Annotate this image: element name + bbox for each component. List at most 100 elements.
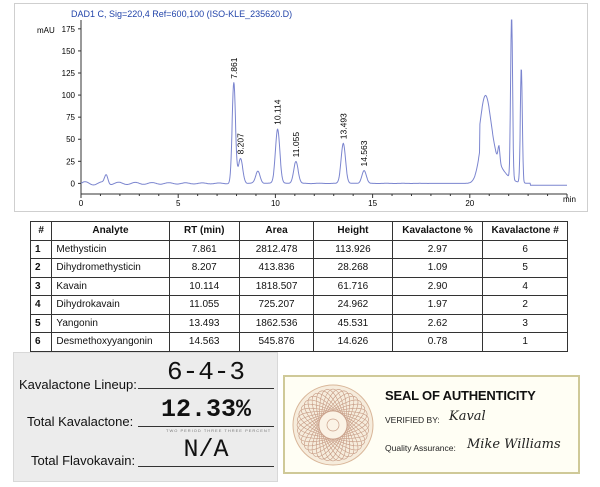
table-cell: 1.97 <box>391 295 484 315</box>
col-header-kavalactone-pct: Kavalactone % <box>391 221 484 241</box>
y-tick-label: 150 <box>62 47 76 56</box>
y-axis-label: mAU <box>37 26 55 35</box>
y-tick-label: 0 <box>71 179 76 188</box>
table-cell: 14.563 <box>168 332 240 352</box>
peak-label: 10.114 <box>273 99 283 125</box>
table-cell: 2.97 <box>391 239 484 259</box>
table-row: 1 Methysticin 7.861 2812.478 113.926 2.97 6 <box>29 239 568 259</box>
total-kavalactone-value: 12.33% <box>160 395 251 424</box>
table-cell: 11.055 <box>168 295 240 315</box>
table-cell: 545.876 <box>238 332 315 352</box>
table-cell: 6 <box>482 239 568 259</box>
table-cell: 3 <box>29 276 53 296</box>
table-cell: 0.78 <box>391 332 484 352</box>
table-cell: 1818.507 <box>238 276 315 296</box>
col-header-height: Height <box>313 221 393 241</box>
table-cell: 13.493 <box>168 313 240 333</box>
table-cell: Methysticin <box>51 239 170 259</box>
x-axis-label: min <box>563 195 576 204</box>
seal-title: SEAL OF AUTHENTICITY <box>385 388 536 403</box>
results-table-wrapper: # Analyte RT (min) Area Height Kavalacto… <box>29 221 568 352</box>
table-cell: 2 <box>482 295 568 315</box>
chart-title: DAD1 C, Sig=220,4 Ref=600,100 (ISO-KLE_2… <box>71 9 292 19</box>
chromatogram-chart: DAD1 C, Sig=220,4 Ref=600,100 (ISO-KLE_2… <box>37 9 576 208</box>
verified-by-label: VERIFIED BY: <box>385 415 440 425</box>
chromatogram-panel: DAD1 C, Sig=220,4 Ref=600,100 (ISO-KLE_2… <box>14 3 588 212</box>
table-cell: 6 <box>29 332 53 352</box>
summary-panel: Kavalactone Lineup: 6-4-3 Total Kavalact… <box>13 352 278 482</box>
flavokavain-value: N/A <box>183 435 229 464</box>
verified-signature: Kaval <box>449 409 486 424</box>
x-tick-label: 15 <box>368 199 377 208</box>
flavokavain-label: Total Flavokavain: <box>31 453 136 468</box>
table-header-row: # Analyte RT (min) Area Height Kavalacto… <box>29 221 568 241</box>
table-cell: 24.962 <box>313 295 393 315</box>
table-cell: 2 <box>29 258 53 278</box>
y-tick-label: 175 <box>62 25 76 34</box>
table-cell: 1 <box>482 332 568 352</box>
x-tick-label: 10 <box>271 199 280 208</box>
table-cell: 1862.536 <box>238 313 315 333</box>
table-cell: 725.207 <box>238 295 315 315</box>
flavokavain-underline <box>138 466 274 467</box>
table-cell: Kavain <box>51 276 170 296</box>
table-cell: 1.09 <box>391 258 484 278</box>
peak-label: 8.207 <box>236 133 246 155</box>
table-cell: 14.626 <box>313 332 393 352</box>
table-cell: 4 <box>482 276 568 296</box>
y-tick-label: 75 <box>66 113 75 122</box>
table-cell: 7.861 <box>168 239 240 259</box>
table-cell: 10.114 <box>168 276 240 296</box>
table-cell: 2.62 <box>391 313 484 333</box>
results-table: # Analyte RT (min) Area Height Kavalacto… <box>29 221 568 352</box>
table-cell: 1 <box>29 239 53 259</box>
col-header-index: # <box>29 221 53 241</box>
peak-label: 13.493 <box>338 113 348 139</box>
table-cell: 113.926 <box>313 239 393 259</box>
table-cell: Yangonin <box>51 313 170 333</box>
qa-signature: Mike Williams <box>467 437 561 452</box>
table-cell: 8.207 <box>168 258 240 278</box>
peak-label: 7.861 <box>229 57 239 79</box>
y-tick-label: 100 <box>62 91 76 100</box>
col-header-analyte: Analyte <box>51 221 170 241</box>
table-row: 4 Dihydrokavain 11.055 725.207 24.962 1.97 2 <box>29 295 568 315</box>
seal-of-authenticity: SEAL OF AUTHENTICITY VERIFIED BY: Kaval … <box>283 375 580 474</box>
y-tick-label: 25 <box>66 157 75 166</box>
table-cell: 61.716 <box>313 276 393 296</box>
peak-label: 11.055 <box>291 132 301 158</box>
table-row: 3 Kavain 10.114 1818.507 61.716 2.90 4 <box>29 276 568 296</box>
table-cell: 413.836 <box>238 258 315 278</box>
table-row: 5 Yangonin 13.493 1862.536 45.531 2.62 3 <box>29 313 568 333</box>
col-header-area: Area <box>238 221 315 241</box>
x-tick-label: 0 <box>79 199 84 208</box>
chromatogram-trace <box>80 19 567 186</box>
total-kavalactone-underline <box>138 426 274 427</box>
peak-label: 14.563 <box>359 140 369 166</box>
y-tick-label: 125 <box>62 69 76 78</box>
table-cell: Dihydromethysticin <box>51 258 170 278</box>
table-row: 2 Dihydromethysticin 8.207 413.836 28.268 1.0… <box>29 258 568 278</box>
table-cell: 2812.478 <box>238 239 315 259</box>
quality-assurance-label: Quality Assurance: <box>385 443 456 453</box>
col-header-rt: RT (min) <box>168 221 240 241</box>
table-cell: 45.531 <box>313 313 393 333</box>
x-tick-label: 20 <box>465 199 474 208</box>
table-cell: 4 <box>29 295 53 315</box>
total-kavalactone-label: Total Kavalactone: <box>27 414 134 429</box>
col-header-kavalactone-num: Kavalactone # <box>482 221 568 241</box>
total-kavalactone-scale: TWO PERIOD THREE THREE PERCENT <box>166 428 272 433</box>
x-tick-label: 5 <box>176 199 181 208</box>
lineup-value: 6-4-3 <box>166 357 245 387</box>
table-cell: Dihydrokavain <box>51 295 170 315</box>
seal-rosette-icon <box>292 384 374 466</box>
table-cell: 5 <box>482 258 568 278</box>
table-cell: 5 <box>29 313 53 333</box>
y-tick-label: 50 <box>66 135 75 144</box>
table-cell: 2.90 <box>391 276 484 296</box>
table-cell: 28.268 <box>313 258 393 278</box>
lineup-label: Kavalactone Lineup: <box>19 377 137 392</box>
table-cell: 3 <box>482 313 568 333</box>
table-row: 6 Desmethoxyyangonin 14.563 545.876 14.626 0.… <box>29 332 568 352</box>
table-cell: Desmethoxyyangonin <box>51 332 170 352</box>
